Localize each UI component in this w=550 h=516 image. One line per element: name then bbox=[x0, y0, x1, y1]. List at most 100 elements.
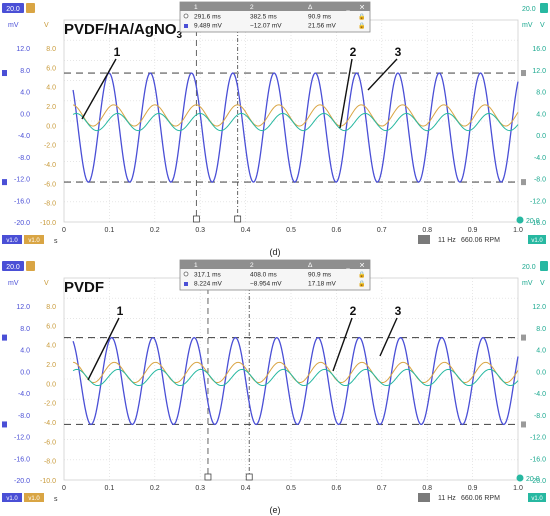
cursor-readout-cell: −8.954 mV bbox=[250, 281, 282, 288]
scale-badge-left-ch2 bbox=[26, 3, 35, 13]
voltage-row-icon bbox=[184, 282, 188, 286]
x-tick-label: 0.7 bbox=[377, 485, 387, 492]
y-tick-ch3: -16.0 bbox=[530, 220, 546, 227]
scale-badge-left-text: 20.0 bbox=[6, 6, 20, 13]
footer-badge-ch3-text: v1.0 bbox=[531, 496, 543, 502]
y-tick-ch1: 4.0 bbox=[20, 348, 30, 355]
lock-icon[interactable]: 🔒 bbox=[358, 271, 365, 279]
cursor-readout-header: Δ bbox=[308, 4, 313, 11]
right-bottom-badge: 20.0 bbox=[526, 218, 540, 225]
scale-badge-right-text: 20.0 bbox=[522, 264, 536, 271]
y-tick-ch2: 0.0 bbox=[46, 123, 56, 130]
x-tick-label: 1.0 bbox=[513, 227, 523, 234]
time-cursor-handle-1[interactable] bbox=[192, 215, 200, 223]
ref-marker-left bbox=[2, 70, 7, 77]
x-tick-label: 0.9 bbox=[468, 485, 478, 492]
x-tick-label: 0.2 bbox=[150, 485, 160, 492]
ch3-marker-dot bbox=[516, 474, 524, 482]
lock-icon[interactable]: 🔒 bbox=[358, 13, 365, 21]
footer-badge-ch1-text: v1.0 bbox=[6, 238, 18, 244]
y-tick-ch2: 4.0 bbox=[46, 85, 56, 92]
x-tick-label: 0.3 bbox=[195, 485, 205, 492]
unit-left-ch1: mV bbox=[8, 280, 19, 287]
cursor-readout-cell: 17.18 mV bbox=[308, 281, 336, 288]
curve-pointer-1 bbox=[81, 58, 117, 120]
curve-pointer-1 bbox=[87, 317, 120, 381]
unit-right-ch3-mv: mV bbox=[522, 22, 533, 29]
cursor-readout-cell: 382.5 ms bbox=[250, 14, 277, 21]
x-tick-label: 0.7 bbox=[377, 227, 387, 234]
x-tick-label: 0.1 bbox=[105, 227, 115, 234]
footer-badge-ch2 bbox=[24, 235, 44, 244]
scale-badge-right bbox=[540, 261, 548, 271]
cursor-readout-header-bar bbox=[180, 260, 370, 269]
y-tick-ch2: -2.0 bbox=[44, 401, 56, 408]
curve-pointer-3 bbox=[379, 317, 398, 357]
y-tick-ch3: -20.0 bbox=[530, 478, 546, 485]
curve-label-2: 2 bbox=[350, 304, 357, 318]
x-tick-label: 0.4 bbox=[241, 227, 251, 234]
footer-badge-ch3 bbox=[528, 235, 546, 244]
footer-badge-ch3-text: v1.0 bbox=[531, 238, 543, 244]
footer-rpm: 660.06 RPM bbox=[461, 237, 500, 244]
cursor-readout-cell: −12.07 mV bbox=[250, 23, 282, 30]
ref-marker-right bbox=[521, 179, 526, 186]
time-row-icon bbox=[183, 271, 189, 277]
ref-marker-right bbox=[521, 70, 526, 77]
y-tick-ch1: -8.0 bbox=[18, 155, 30, 162]
time-row-icon bbox=[183, 13, 189, 19]
close-icon[interactable]: ✕ bbox=[359, 5, 365, 12]
y-tick-ch3: -4.0 bbox=[534, 391, 546, 398]
x-tick-label: 0.9 bbox=[468, 227, 478, 234]
unit-right-ch3-v: V bbox=[540, 280, 545, 287]
unit-right-ch3-v: V bbox=[540, 22, 545, 29]
cursor-readout-header: 1 bbox=[194, 262, 198, 269]
x-tick-label: 0 bbox=[62, 485, 66, 492]
y-tick-ch2: 2.0 bbox=[46, 104, 56, 111]
scale-badge-left-ch2 bbox=[26, 261, 35, 271]
y-tick-ch3: 16.0 bbox=[532, 46, 546, 53]
x-tick-label: 0.8 bbox=[422, 485, 432, 492]
time-cursor-handle-2[interactable] bbox=[234, 215, 242, 223]
ref-marker-right bbox=[521, 421, 526, 428]
footer-measure-icon bbox=[418, 235, 430, 244]
y-tick-ch3: -8.0 bbox=[534, 177, 546, 184]
y-tick-ch2: -8.0 bbox=[44, 201, 56, 208]
x-tick-label: 0.4 bbox=[241, 485, 251, 492]
minimize-icon[interactable]: _ bbox=[345, 6, 350, 12]
cursor-readout-cell: 90.9 ms bbox=[308, 14, 332, 21]
y-tick-ch2: 8.0 bbox=[46, 304, 56, 311]
footer-measure-icon bbox=[418, 493, 430, 502]
cursor-readout-cell: 8.224 mV bbox=[194, 281, 222, 288]
scale-badge-left bbox=[2, 3, 24, 13]
y-tick-ch1: 12.0 bbox=[16, 304, 30, 311]
curve-pointer-2 bbox=[332, 317, 353, 372]
ref-marker-left bbox=[2, 421, 7, 428]
x-tick-label: 0.3 bbox=[195, 227, 205, 234]
x-tick-label: 0.6 bbox=[332, 485, 342, 492]
scale-badge-right bbox=[540, 3, 548, 13]
footer-rpm: 660.06 RPM bbox=[461, 495, 500, 502]
x-tick-label: 0.8 bbox=[422, 227, 432, 234]
lock-icon[interactable]: 🔒 bbox=[358, 22, 365, 30]
ref-marker-left bbox=[2, 179, 7, 186]
cursor-readout-cell: 317.1 ms bbox=[194, 272, 221, 279]
footer-frequency: 11 Hz bbox=[438, 495, 456, 502]
lock-icon[interactable]: 🔒 bbox=[358, 280, 365, 288]
close-icon[interactable]: ✕ bbox=[359, 263, 365, 270]
curve-label-3: 3 bbox=[395, 45, 402, 59]
unit-right-ch3-mv: mV bbox=[522, 280, 533, 287]
time-cursor-handle-2[interactable] bbox=[245, 473, 253, 481]
y-tick-ch3: 4.0 bbox=[536, 348, 546, 355]
time-cursor-handle-1[interactable] bbox=[204, 473, 212, 481]
x-axis-unit: s bbox=[54, 238, 58, 245]
y-tick-ch2: 6.0 bbox=[46, 323, 56, 330]
minimize-icon[interactable]: _ bbox=[345, 264, 350, 270]
footer-badge-ch1-text: v1.0 bbox=[6, 496, 18, 502]
series-2-line bbox=[72, 104, 519, 127]
series-1-line bbox=[72, 336, 519, 426]
y-tick-ch3: 0.0 bbox=[536, 369, 546, 376]
y-tick-ch3: 12.0 bbox=[532, 68, 546, 75]
footer-badge-ch2 bbox=[24, 493, 44, 502]
